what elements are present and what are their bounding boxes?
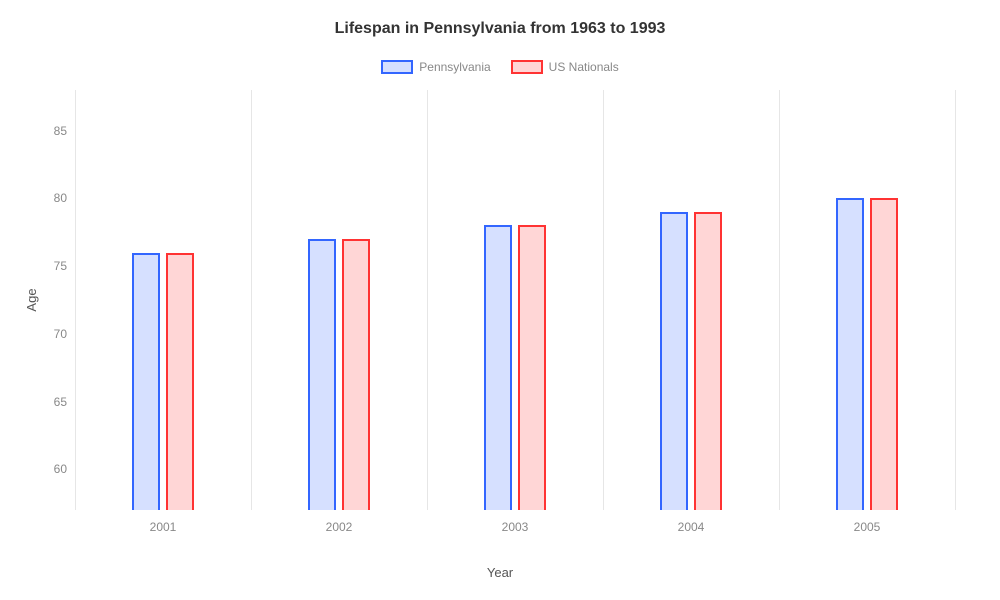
legend-item: Pennsylvania (381, 60, 490, 74)
bar (484, 225, 512, 510)
xtick-label: 2002 (326, 520, 353, 534)
bar (342, 239, 370, 510)
bar (660, 212, 688, 510)
xtick-label: 2005 (854, 520, 881, 534)
plot-area: 60657075808520012002200320042005 (75, 90, 955, 510)
legend-swatch (511, 60, 543, 74)
x-axis-label: Year (0, 565, 1000, 580)
xtick-label: 2004 (678, 520, 705, 534)
y-axis-label: Age (24, 288, 39, 311)
legend-label: US Nationals (549, 60, 619, 74)
legend-label: Pennsylvania (419, 60, 490, 74)
gridline (251, 90, 252, 510)
chart-title: Lifespan in Pennsylvania from 1963 to 19… (0, 20, 1000, 38)
ytick-label: 60 (54, 462, 67, 476)
gridline (779, 90, 780, 510)
bar (166, 253, 194, 510)
legend-swatch (381, 60, 413, 74)
ytick-label: 65 (54, 395, 67, 409)
bar (132, 253, 160, 510)
gridline (603, 90, 604, 510)
bar (308, 239, 336, 510)
ytick-label: 70 (54, 327, 67, 341)
gridline (75, 90, 76, 510)
gridline (427, 90, 428, 510)
ytick-label: 85 (54, 124, 67, 138)
legend: Pennsylvania US Nationals (0, 60, 1000, 74)
legend-item: US Nationals (511, 60, 619, 74)
xtick-label: 2001 (150, 520, 177, 534)
bar (694, 212, 722, 510)
bar (836, 198, 864, 510)
ytick-label: 80 (54, 191, 67, 205)
bar (870, 198, 898, 510)
xtick-label: 2003 (502, 520, 529, 534)
ytick-label: 75 (54, 259, 67, 273)
gridline (955, 90, 956, 510)
bar (518, 225, 546, 510)
